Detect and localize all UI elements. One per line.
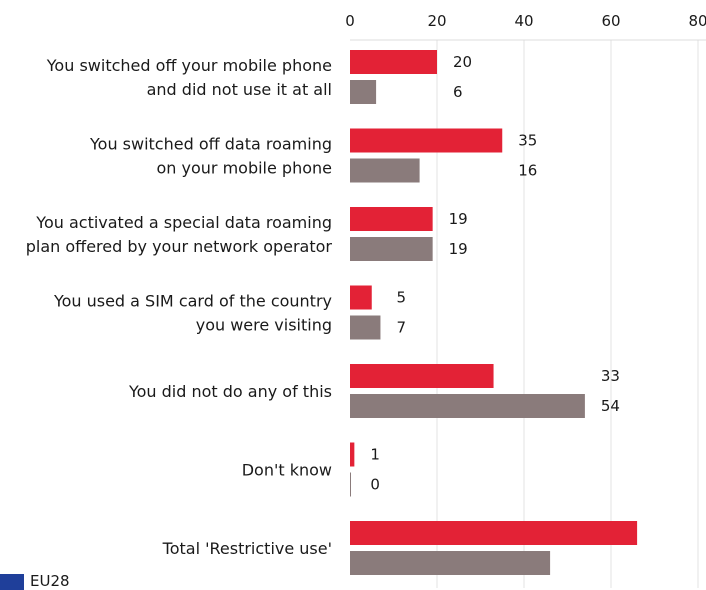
bar-0-0 [350,50,437,74]
data-label-4-1: 54 [601,397,620,415]
bar-4-0 [350,364,494,388]
bar-3-1 [350,315,381,340]
category-label-3-0: You used a SIM card of the country [53,292,332,311]
data-label-3-0: 5 [396,289,406,307]
bar-5-1 [350,472,351,497]
bar-1-1 [350,158,420,183]
category-label-4-0: You did not do any of this [128,382,332,401]
x-tick-label-0: 0 [345,12,355,30]
data-label-2-1: 19 [449,240,468,258]
category-label-2-0: You activated a special data roaming [35,213,332,232]
category-label-0-0: You switched off your mobile phone [46,56,332,75]
bar-1-0 [350,128,503,153]
bar-2-1 [350,237,433,261]
bar-6-1 [350,551,551,575]
category-label-2-1: plan offered by your network operator [26,237,333,256]
category-label-1-0: You switched off data roaming [89,135,332,154]
x-tick-label-2: 40 [514,12,533,30]
data-label-3-1: 7 [396,319,406,337]
data-label-1-1: 16 [518,162,537,180]
bar-3-0 [350,285,372,310]
data-label-0-1: 6 [453,83,463,101]
data-label-5-0: 1 [370,446,380,464]
legend-label: EU28 [30,572,70,590]
x-tick-label-3: 60 [601,12,620,30]
data-label-5-1: 0 [370,476,380,494]
category-label-1-1: on your mobile phone [157,159,333,178]
category-label-3-1: you were visiting [196,316,332,335]
data-label-2-0: 19 [449,210,468,228]
category-label-6-0: Total 'Restrictive use' [162,539,332,558]
data-label-1-0: 35 [518,132,537,150]
bar-4-1 [350,394,585,418]
bar-0-1 [350,80,377,104]
category-label-0-1: and did not use it at all [147,80,332,99]
data-label-0-0: 20 [453,53,472,71]
eu-flag-icon [0,574,24,590]
bar-5-0 [350,442,355,467]
bar-2-0 [350,207,433,231]
x-tick-label-4: 80 [688,12,706,30]
x-tick-label-1: 20 [427,12,446,30]
data-label-4-0: 33 [601,367,620,385]
bar-6-0 [350,521,638,545]
category-label-5-0: Don't know [242,461,332,480]
